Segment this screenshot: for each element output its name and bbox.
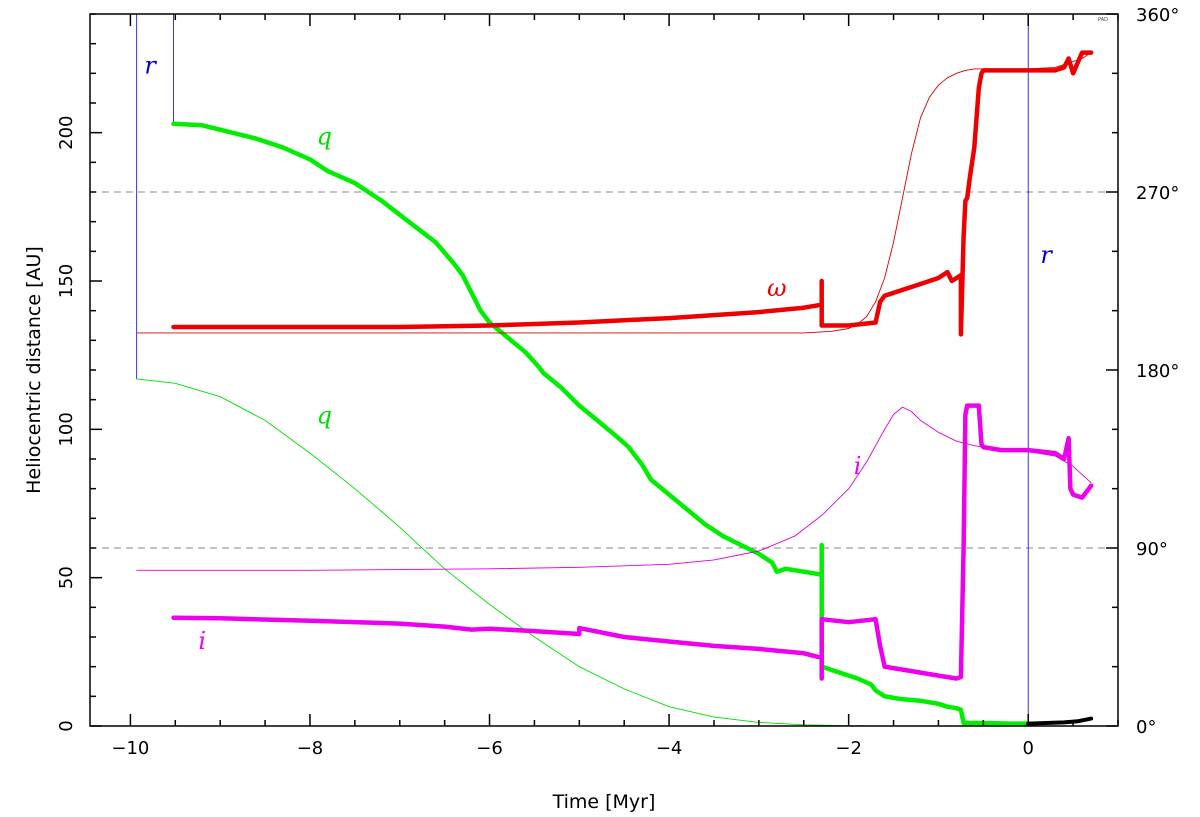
curve-label: i [854, 452, 862, 480]
y2-tick-label: 180° [1136, 361, 1179, 382]
y-tick-label: 0 [56, 720, 77, 731]
label-layer: −10 −8 −6 −4 −2 0 0 50 100 150 200 0° 90° 180° 270° 360… [56, 5, 1179, 759]
series-black_tail [1026, 716, 1094, 726]
curve-label: q [317, 123, 332, 151]
y-tick-label: 200 [56, 115, 77, 149]
y2-tick-label: 90° [1136, 539, 1168, 560]
x-tick-label: 0 [1022, 738, 1033, 759]
series-i_thick [171, 403, 1094, 681]
y2-tick-label: 0° [1136, 717, 1156, 738]
y-axis-title: Heliocentric distance [AU] [23, 246, 45, 494]
curve-label: r [144, 51, 157, 79]
series-q_thin [136, 378, 957, 727]
series-i_thin [136, 406, 1092, 571]
x-tick-label: −10 [111, 738, 149, 759]
x-axis-title: Time [Myr] [552, 791, 656, 813]
x-tick-label: −2 [835, 738, 862, 759]
series-q_thick_low [819, 664, 1031, 726]
y2-tick-label: 270° [1136, 183, 1179, 204]
series-q_thick [171, 121, 824, 577]
y2-tick-label: 360° [1136, 5, 1179, 26]
x-tick-label: −6 [476, 738, 503, 759]
curve-label: i [198, 627, 206, 655]
curve-label: q [317, 401, 332, 429]
y-tick-label: 100 [56, 412, 77, 446]
series-layer [136, 13, 1094, 727]
curve-label: r [1040, 241, 1053, 269]
tick-layer [90, 13, 1119, 727]
series-omega_thick [171, 50, 1094, 337]
curve-label: ω [767, 274, 787, 302]
x-tick-label: −8 [297, 738, 324, 759]
corner-mark: PAD [1098, 17, 1108, 23]
reference-lines [90, 191, 1118, 549]
x-tick-label: −4 [656, 738, 683, 759]
series-omega_thin [136, 52, 1092, 334]
y-tick-label: 150 [56, 264, 77, 298]
y-tick-label: 50 [56, 566, 77, 589]
